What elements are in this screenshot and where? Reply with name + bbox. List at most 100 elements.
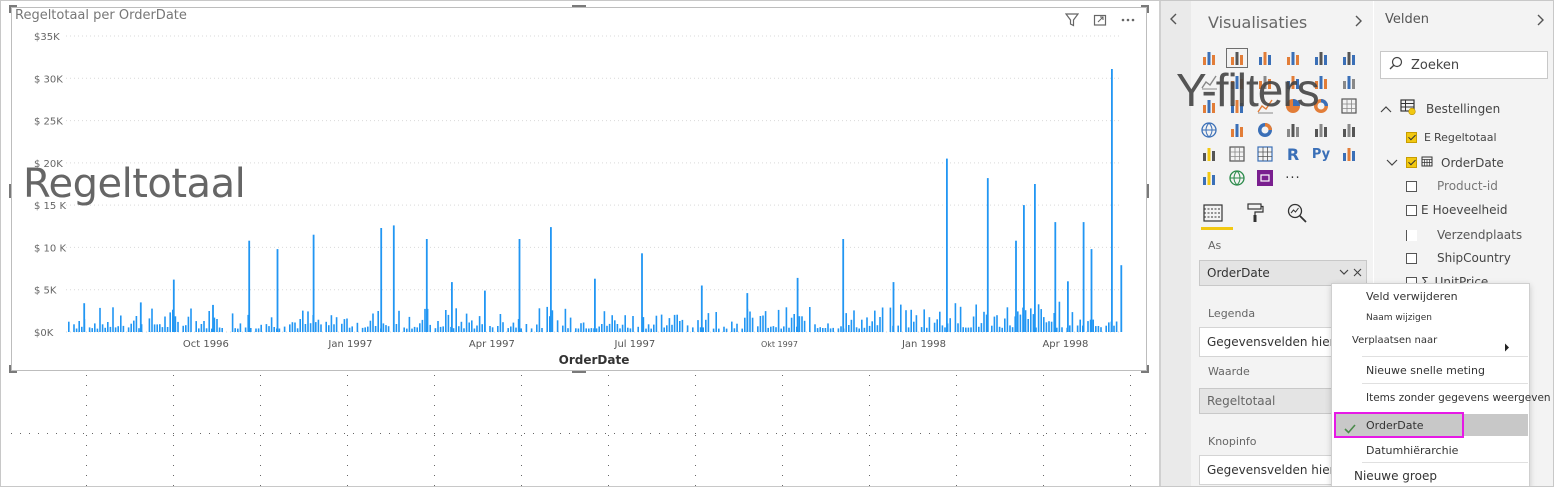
map-icon[interactable] bbox=[1199, 121, 1219, 139]
chevron-left-icon[interactable] bbox=[1169, 11, 1179, 30]
menu-item-naam-wijzigen[interactable]: Naam wijzigen bbox=[1366, 313, 1432, 323]
bar-peak[interactable] bbox=[1015, 240, 1017, 332]
field-regeltotaal[interactable]: E Regeltotaal bbox=[1406, 131, 1497, 144]
card-icon[interactable] bbox=[1283, 121, 1303, 139]
resize-handle-br[interactable] bbox=[1141, 371, 1149, 373]
checkbox[interactable] bbox=[1406, 180, 1417, 192]
bar-peak[interactable] bbox=[484, 290, 486, 332]
resize-handle-left[interactable] bbox=[9, 184, 11, 198]
checkbox[interactable] bbox=[1406, 204, 1417, 216]
slicer-icon[interactable] bbox=[1199, 145, 1219, 163]
pie-chart-icon[interactable] bbox=[1283, 97, 1303, 115]
analytics-magnifier-icon[interactable] bbox=[1285, 201, 1309, 225]
resize-handle-tl[interactable] bbox=[9, 5, 17, 7]
bar-peak[interactable] bbox=[1120, 265, 1123, 332]
bar-peak[interactable] bbox=[1082, 222, 1085, 332]
bar-peak[interactable] bbox=[1023, 205, 1025, 332]
chevron-right-icon[interactable] bbox=[1535, 12, 1545, 31]
resize-handle-top[interactable] bbox=[572, 5, 586, 7]
clustered-column-icon[interactable] bbox=[1226, 48, 1248, 68]
bar-peak[interactable] bbox=[1034, 184, 1036, 332]
bar-peak[interactable] bbox=[451, 282, 453, 332]
bar-peak[interactable] bbox=[550, 227, 552, 332]
multi-row-card-icon[interactable] bbox=[1311, 121, 1331, 139]
bar-peak[interactable] bbox=[212, 304, 214, 332]
bar-peak[interactable] bbox=[172, 279, 175, 332]
more-visuals-icon[interactable]: ··· bbox=[1285, 170, 1301, 186]
axis-well[interactable]: OrderDate bbox=[1199, 260, 1367, 286]
menu-item-nieuwe-snelle-meting[interactable]: Nieuwe snelle meting bbox=[1366, 364, 1485, 377]
scatter-icon[interactable] bbox=[1255, 97, 1275, 115]
bar-peak[interactable] bbox=[1090, 249, 1093, 332]
column-chart-visual[interactable]: Regeltotaal per OrderDate $0K $ 5K $ 10 K $… bbox=[9, 5, 1149, 373]
chevron-right-icon[interactable] bbox=[1353, 13, 1363, 32]
gauge-icon[interactable] bbox=[1255, 121, 1275, 139]
close-icon[interactable] bbox=[1353, 267, 1362, 280]
more-options-icon[interactable] bbox=[1120, 12, 1136, 28]
bar-peak[interactable] bbox=[425, 239, 428, 332]
resize-handle-tl-v[interactable] bbox=[9, 5, 11, 13]
qna-icon[interactable] bbox=[1199, 169, 1219, 187]
waterfall-icon[interactable] bbox=[1199, 97, 1219, 115]
checkbox-checked[interactable] bbox=[1406, 132, 1417, 143]
table-bestellingen[interactable]: Bestellingen bbox=[1380, 99, 1500, 118]
bar-peak[interactable] bbox=[946, 158, 948, 332]
checkbox[interactable] bbox=[1406, 229, 1417, 241]
bar-peak[interactable] bbox=[1054, 222, 1057, 332]
line-column-icon[interactable] bbox=[1283, 73, 1303, 91]
focus-mode-icon[interactable] bbox=[1092, 12, 1108, 28]
resize-handle-bottom[interactable] bbox=[572, 371, 586, 373]
kpi-icon[interactable] bbox=[1339, 121, 1359, 139]
table-icon[interactable] bbox=[1227, 145, 1247, 163]
menu-item-nieuwe-groep[interactable]: Nieuwe groep bbox=[1354, 469, 1437, 483]
bar-peak[interactable] bbox=[248, 240, 251, 332]
resize-handle-bl[interactable] bbox=[9, 371, 17, 373]
field-shipcountry[interactable]: ShipCountry bbox=[1406, 251, 1511, 265]
chevron-down-icon[interactable] bbox=[1386, 156, 1398, 170]
treemap-icon[interactable] bbox=[1339, 97, 1359, 115]
field-product-id[interactable]: Product-id bbox=[1406, 179, 1498, 193]
stacked-area-icon[interactable] bbox=[1255, 73, 1275, 91]
r-visual-icon[interactable]: R bbox=[1286, 144, 1300, 164]
line-chart-icon[interactable] bbox=[1199, 73, 1219, 91]
bar-peak[interactable] bbox=[83, 303, 86, 332]
donut-chart-icon[interactable] bbox=[1311, 97, 1331, 115]
matrix-icon[interactable] bbox=[1255, 145, 1275, 163]
search-input[interactable]: Zoeken bbox=[1380, 51, 1548, 79]
checkbox[interactable] bbox=[1406, 252, 1417, 264]
line-column-2-icon[interactable] bbox=[1311, 73, 1331, 91]
filled-map-icon[interactable] bbox=[1227, 121, 1247, 139]
bar-peak[interactable] bbox=[276, 249, 279, 332]
ribbon-chart-icon[interactable] bbox=[1339, 73, 1359, 91]
chevron-up-icon[interactable] bbox=[1380, 102, 1392, 116]
stacked-column-icon[interactable] bbox=[1255, 49, 1275, 67]
checkbox-checked[interactable] bbox=[1406, 157, 1417, 168]
stacked-bar-icon[interactable] bbox=[1199, 49, 1219, 67]
bar-peak[interactable] bbox=[641, 253, 643, 332]
bar-peak[interactable] bbox=[312, 234, 315, 332]
menu-item-orderdate-selected[interactable] bbox=[1334, 414, 1528, 436]
bar-peak[interactable] bbox=[139, 302, 142, 332]
bar-peak[interactable] bbox=[796, 277, 799, 332]
resize-handle-tr-v[interactable] bbox=[1147, 5, 1149, 13]
field-orderdate[interactable]: OrderDate bbox=[1386, 155, 1504, 170]
menu-item-verplaatsen-naar[interactable]: Verplaatsen naar bbox=[1352, 335, 1438, 346]
field-hoeveelheid[interactable]: E Hoeveelheid bbox=[1406, 203, 1507, 217]
bar-peak[interactable] bbox=[892, 282, 895, 332]
resize-handle-tr[interactable] bbox=[1141, 5, 1149, 7]
bar-100-icon[interactable] bbox=[1311, 49, 1331, 67]
format-paint-roller-icon[interactable] bbox=[1243, 201, 1267, 225]
bar-peak[interactable] bbox=[842, 239, 845, 332]
bar-peak[interactable] bbox=[746, 293, 749, 332]
resize-handle-right[interactable] bbox=[1147, 184, 1149, 198]
report-canvas[interactable]: Regeltotaal per OrderDate $0K $ 5K $ 10 K $… bbox=[1, 1, 1159, 486]
resize-handle-bl-v[interactable] bbox=[9, 365, 11, 373]
clustered-column-2-icon[interactable] bbox=[1283, 49, 1303, 67]
bar-peak[interactable] bbox=[380, 228, 383, 332]
bar-peak[interactable] bbox=[1067, 281, 1069, 332]
bar-peak[interactable] bbox=[518, 239, 521, 332]
resize-handle-br-v[interactable] bbox=[1147, 365, 1149, 373]
bar-peak[interactable] bbox=[700, 285, 703, 333]
funnel-icon[interactable] bbox=[1227, 97, 1247, 115]
bar-peak[interactable] bbox=[1111, 69, 1113, 332]
